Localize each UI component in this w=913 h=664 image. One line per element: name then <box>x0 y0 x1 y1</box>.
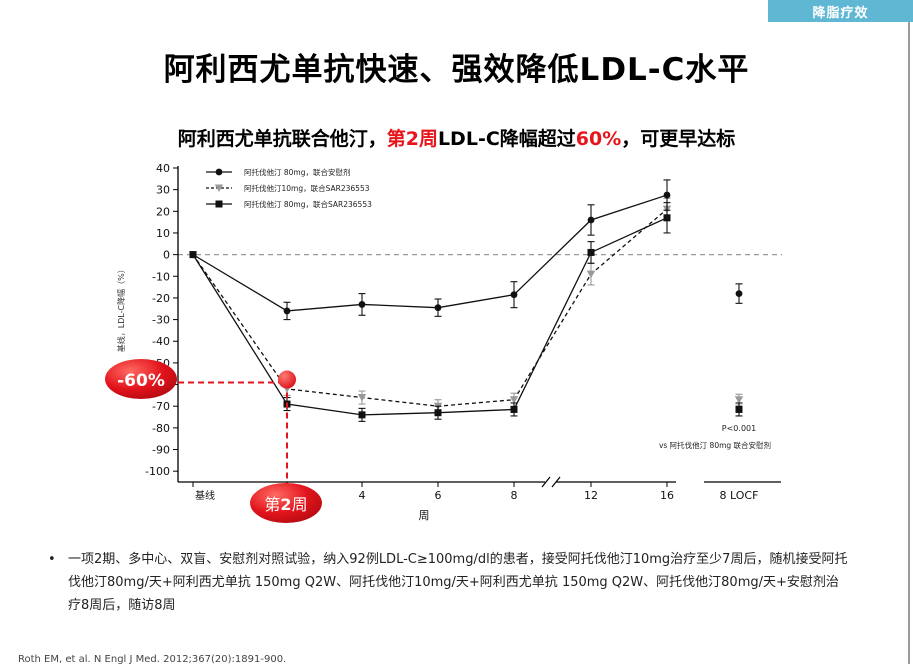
data-point <box>215 168 223 176</box>
data-point <box>510 291 518 299</box>
y-tick-label: 10 <box>156 227 170 240</box>
page-title: 阿利西尤单抗快速、强效降低LDL-C水平 <box>163 52 750 88</box>
legend-label-0: 阿托伐他汀 80mg，联合安慰剂 <box>244 167 351 177</box>
page-subtitle: 阿利西尤单抗联合他汀，第2周LDL-C降幅超过60%，可更早达标 <box>0 124 913 151</box>
study-footnote: • 一项2期、多中心、双盲、安慰剂对照试验，纳入92例LDL-C≥100mg/d… <box>48 548 848 617</box>
p-value-comparison-label: vs 阿托伐他汀 80mg 联合安慰剂 <box>659 440 771 450</box>
y-tick-label: -10 <box>152 270 170 283</box>
data-point <box>587 216 595 224</box>
x-axis-label: 周 <box>419 509 430 522</box>
subtitle-highlight-percent: 60% <box>575 128 622 150</box>
x-tick-label: 8 <box>511 489 518 502</box>
p-value-label: P<0.001 <box>722 424 756 433</box>
data-point <box>734 396 744 404</box>
y-tick-label: -100 <box>145 465 170 478</box>
data-point <box>358 301 366 308</box>
data-point <box>735 290 743 297</box>
subtitle-part2: LDL-C降幅超过 <box>437 128 576 150</box>
right-edge-rule <box>908 22 910 664</box>
data-point <box>510 405 518 413</box>
data-point <box>663 214 671 222</box>
data-point <box>509 396 519 404</box>
axis-break-mark <box>541 476 551 488</box>
data-point <box>215 200 223 208</box>
callout-point-marker <box>278 370 296 389</box>
x-tick-label: 16 <box>660 489 674 502</box>
footnote-text: 一项2期、多中心、双盲、安慰剂对照试验，纳入92例LDL-C≥100mg/dl的… <box>68 552 848 613</box>
data-point <box>357 394 367 402</box>
data-point <box>663 191 671 199</box>
x-tick-label-baseline: 基线 <box>195 489 215 502</box>
series-line-0 <box>192 194 668 312</box>
data-point <box>586 270 596 279</box>
callout-week-bubble <box>250 483 322 523</box>
callout-week-number: 2 <box>280 495 291 514</box>
y-tick-label: -30 <box>152 314 170 327</box>
reference-citation: Roth EM, et al. N Engl J Med. 2012;367(2… <box>18 654 287 664</box>
data-point <box>283 307 291 315</box>
y-tick-label: 0 <box>163 249 170 262</box>
legend-label-2: 阿托伐他汀 80mg，联合SAR236553 <box>244 199 372 209</box>
callout-percent-label: -60% <box>117 371 165 391</box>
x-tick-label: 6 <box>435 489 442 502</box>
y-tick-label: -20 <box>152 292 170 305</box>
data-point <box>434 409 442 417</box>
callout-week-label: 第2周 <box>264 495 307 514</box>
subtitle-part1: 阿利西尤单抗联合他汀， <box>177 128 387 150</box>
y-tick-label: 20 <box>156 205 170 218</box>
data-point <box>358 411 366 419</box>
x-tick-label: 12 <box>584 489 598 502</box>
y-tick-label: -70 <box>152 400 170 413</box>
legend-label-1: 阿托伐他汀10mg，联合SAR236553 <box>244 183 370 193</box>
y-tick-label: -40 <box>152 335 170 348</box>
y-tick-label: -90 <box>152 444 170 457</box>
data-point <box>587 248 595 256</box>
data-point <box>214 184 224 192</box>
x-tick-label-locf: 8 LOCF <box>720 489 759 502</box>
x-tick-label: 4 <box>359 489 366 502</box>
data-point <box>735 405 743 413</box>
footnote-bullet: • <box>48 552 56 567</box>
subtitle-highlight-week: 第2周 <box>386 128 438 150</box>
series-line-2 <box>192 217 668 416</box>
section-tag: 降脂疗效 <box>768 0 913 22</box>
data-point <box>189 251 197 259</box>
subtitle-part3: ，可更早达标 <box>621 128 736 150</box>
data-point <box>434 304 442 312</box>
callout-week-suffix: 周 <box>292 495 308 514</box>
y-tick-label: 30 <box>156 184 170 197</box>
callout-percent-bubble <box>105 359 177 399</box>
y-tick-label: 40 <box>156 162 170 175</box>
axis-break-mark <box>551 476 561 488</box>
callout-week-prefix: 第 <box>264 495 280 514</box>
y-tick-label: -80 <box>152 422 170 435</box>
y-axis-label: 基线，LDL-C降幅（%） <box>116 265 126 352</box>
